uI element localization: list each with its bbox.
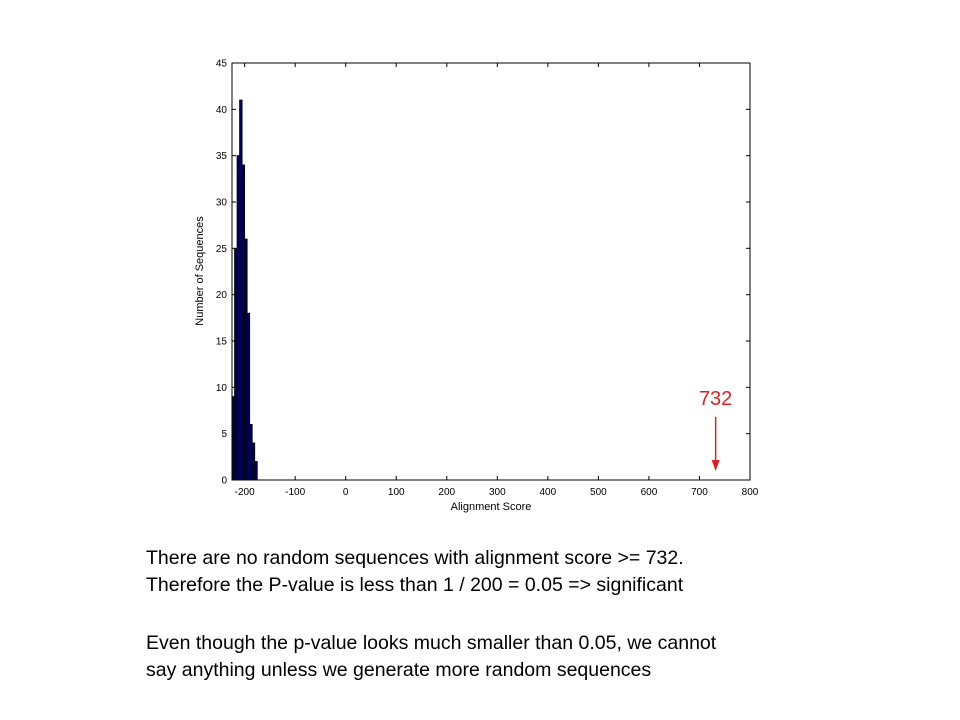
x-tick-label: 800 — [742, 487, 759, 498]
y-tick-label: 10 — [216, 383, 228, 394]
histogram-bars — [231, 99, 258, 481]
y-tick-label: 0 — [221, 476, 227, 487]
x-axis-label: Alignment Score — [451, 501, 532, 513]
y-tick-label: 45 — [216, 59, 228, 70]
histogram-bar-10 — [254, 461, 258, 481]
conclusion-paragraph: There are no random sequences with align… — [146, 545, 684, 599]
caveat-paragraph: Even though the p-value looks much small… — [146, 630, 716, 684]
caption-line-2: Therefore the P-value is less than 1 / 2… — [146, 574, 684, 596]
x-tick-label: -100 — [285, 487, 305, 498]
x-tick-label: 600 — [641, 487, 658, 498]
x-tick-label: 300 — [489, 487, 506, 498]
y-tick-label: 5 — [221, 429, 227, 440]
plot-frame — [231, 62, 751, 481]
axis-ticks — [232, 62, 751, 481]
y-tick-label: 20 — [216, 290, 228, 301]
x-tick-label: 500 — [590, 487, 607, 498]
x-tick-label: 700 — [691, 487, 708, 498]
y-axis-label: Number of Sequences — [194, 216, 206, 326]
caption-line-4: say anything unless we generate more ran… — [146, 659, 652, 681]
y-tick-label: 15 — [216, 337, 228, 348]
y-tick-label: 30 — [216, 198, 228, 209]
y-tick-label: 40 — [216, 105, 228, 116]
y-tick-label: 35 — [216, 151, 228, 162]
caption-line-1: There are no random sequences with align… — [146, 547, 684, 569]
y-tick-label: 25 — [216, 244, 228, 255]
x-tick-label: 400 — [540, 487, 557, 498]
axis-tick-labels: -200 -100 0 100 200 300 400 500 600 700 800 0 5 10 15 2… — [216, 59, 759, 499]
x-tick-label: 200 — [438, 487, 455, 498]
score-annotation-label: 732 — [699, 388, 732, 410]
caption-line-3: Even though the p-value looks much small… — [146, 632, 717, 654]
x-tick-label: 0 — [343, 487, 349, 498]
x-tick-label: -200 — [235, 487, 255, 498]
x-tick-label: 100 — [388, 487, 405, 498]
score-arrow-head-icon — [711, 460, 720, 471]
